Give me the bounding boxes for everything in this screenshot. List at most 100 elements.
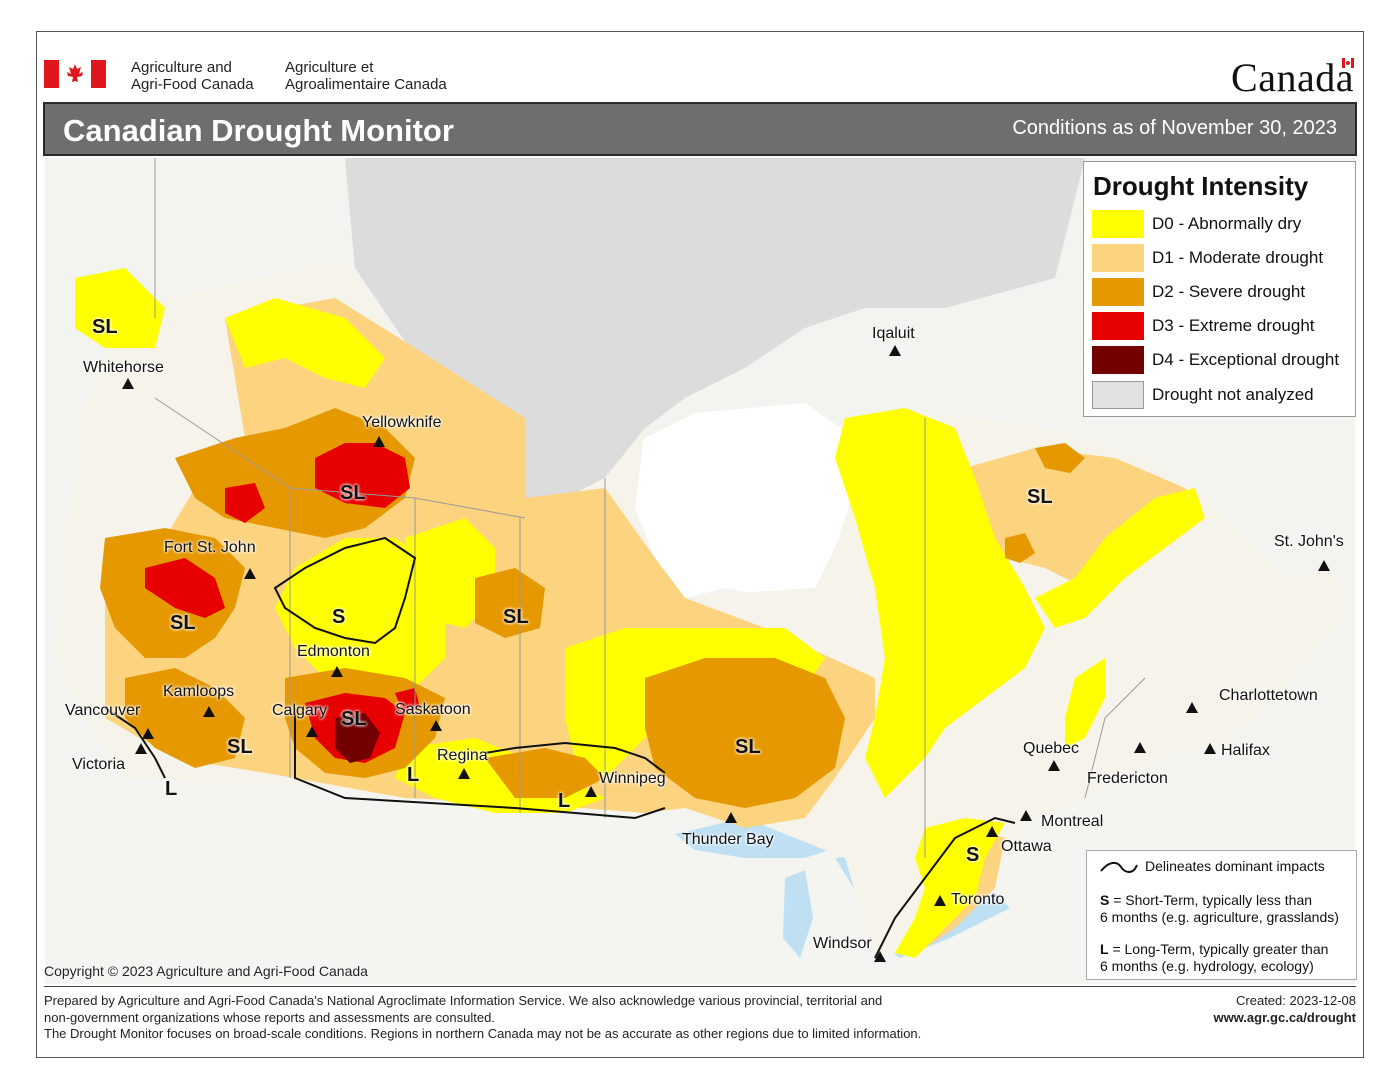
impact-label-bc: SL bbox=[170, 612, 196, 634]
drought-map: SL SL SL S SL SL SL L L L SL SL S Whiteh… bbox=[45, 158, 1355, 984]
city-marker-calgary bbox=[306, 726, 318, 737]
department-name-french: Agriculture et Agroalimentaire Canada bbox=[285, 59, 447, 93]
impacts-short-term: S = Short-Term, typically less than 6 mo… bbox=[1100, 892, 1339, 925]
city-marker-st-johns bbox=[1318, 560, 1330, 571]
legend-label-d0: D0 - Abnormally dry bbox=[1152, 214, 1302, 233]
d4-alberta bbox=[335, 713, 380, 763]
impacts-key: Delineates dominant impacts S = Short-Te… bbox=[1086, 850, 1357, 980]
map-graphic bbox=[45, 158, 1355, 984]
city-label-edmonton: Edmonton bbox=[297, 643, 370, 660]
impact-label-manitoba-l: L bbox=[558, 790, 571, 812]
website-link[interactable]: www.agr.gc.ca/drought bbox=[1213, 1009, 1356, 1025]
conditions-date: Conditions as of November 30, 2023 bbox=[1012, 117, 1337, 139]
city-marker-kamloops bbox=[203, 706, 215, 717]
city-label-windsor: Windsor bbox=[813, 935, 872, 952]
hudson-bay bbox=[625, 403, 855, 598]
city-label-toronto: Toronto bbox=[951, 891, 1005, 908]
city-marker-victoria bbox=[135, 743, 147, 754]
drought-intensity-legend: Drought Intensity D0 - Abnormally dry D1… bbox=[1083, 161, 1356, 417]
legend-item-d0: D0 - Abnormally dry bbox=[1092, 210, 1352, 238]
footer-divider bbox=[44, 986, 1356, 987]
legend-swatch-d3 bbox=[1092, 312, 1144, 340]
city-marker-vancouver bbox=[142, 728, 154, 739]
impact-label-alberta-north: S bbox=[332, 606, 346, 628]
city-label-quebec: Quebec bbox=[1023, 740, 1080, 757]
created-date: Created: 2023-12-08 bbox=[1236, 993, 1356, 1008]
city-label-iqaluit: Iqaluit bbox=[872, 325, 915, 342]
city-label-halifax: Halifax bbox=[1221, 742, 1270, 759]
d3-nwt-small bbox=[225, 483, 265, 523]
provincial-boundaries bbox=[154, 158, 1146, 858]
d0-ontario-south bbox=[895, 818, 1005, 958]
impact-label-labrador: SL bbox=[1027, 486, 1053, 508]
d2-manitoba-ontario bbox=[645, 658, 845, 808]
city-label-fredericton: Fredericton bbox=[1087, 770, 1168, 787]
city-label-kamloops: Kamloops bbox=[163, 683, 235, 700]
impact-label-ontario-south: S bbox=[966, 844, 980, 866]
d3-sask bbox=[395, 688, 420, 713]
impact-label-sask: SL bbox=[503, 606, 529, 628]
legend-label-d1: D1 - Moderate drought bbox=[1152, 248, 1324, 267]
city-label-whitehorse: Whitehorse bbox=[83, 359, 164, 376]
city-marker-montreal bbox=[1020, 810, 1032, 821]
legend-swatch-not-analyzed bbox=[1092, 381, 1144, 409]
department-name-english: Agriculture and Agri-Food Canada bbox=[131, 59, 254, 93]
city-marker-iqaluit bbox=[889, 345, 901, 356]
d0-gaspe bbox=[1065, 658, 1105, 748]
legend-item-d4: D4 - Exceptional drought bbox=[1092, 346, 1352, 374]
impact-label-prairies-l: L bbox=[407, 764, 420, 786]
legend-heading: Drought Intensity bbox=[1093, 171, 1309, 201]
legend-item-d3: D3 - Extreme drought bbox=[1092, 312, 1352, 340]
legend-swatch-d4 bbox=[1092, 346, 1144, 374]
city-marker-halifax bbox=[1204, 743, 1216, 754]
impact-label-nwt: SL bbox=[340, 482, 366, 504]
city-marker-regina bbox=[458, 768, 470, 779]
wordmark-flag-icon bbox=[1342, 58, 1354, 68]
impact-label-yukon: SL bbox=[92, 316, 118, 338]
canada-wordmark: Canada bbox=[1231, 55, 1354, 100]
d0-yukon bbox=[75, 268, 165, 348]
city-label-winnipeg: Winnipeg bbox=[599, 770, 666, 787]
city-marker-thunder-bay bbox=[725, 812, 737, 823]
city-label-montreal: Montreal bbox=[1041, 813, 1104, 830]
legend-swatch-d0 bbox=[1092, 210, 1144, 238]
impacts-delineates-text: Delineates dominant impacts bbox=[1145, 858, 1325, 874]
legend-label-d2: D2 - Severe drought bbox=[1152, 282, 1306, 301]
city-marker-saskatoon bbox=[430, 720, 442, 731]
d2-sask-south bbox=[485, 748, 605, 798]
city-marker-windsor bbox=[874, 951, 886, 962]
legend-label-not-analyzed: Drought not analyzed bbox=[1152, 385, 1314, 404]
legend-item-not-analyzed: Drought not analyzed bbox=[1092, 381, 1352, 409]
city-label-saskatoon: Saskatoon bbox=[395, 701, 471, 718]
city-marker-toronto bbox=[934, 895, 946, 906]
city-marker-ottawa bbox=[986, 826, 998, 837]
arctic-not-analyzed bbox=[345, 158, 1085, 518]
city-label-thunder-bay: Thunder Bay bbox=[682, 831, 774, 848]
city-marker-quebec bbox=[1048, 760, 1060, 771]
city-marker-whitehorse bbox=[122, 378, 134, 389]
legend-label-d4: D4 - Exceptional drought bbox=[1152, 350, 1340, 369]
d3-bc bbox=[145, 558, 225, 618]
impact-label-coast-l: L bbox=[165, 778, 178, 800]
city-marker-yellowknife bbox=[373, 436, 385, 447]
title-bar: Canadian Drought Monitor Conditions as o… bbox=[43, 102, 1357, 156]
city-marker-fort-st-john bbox=[244, 568, 256, 579]
city-marker-fredericton bbox=[1134, 742, 1146, 753]
city-marker-winnipeg bbox=[585, 786, 597, 797]
impact-label-ontario: SL bbox=[735, 736, 761, 758]
impact-label-alberta-south: SL bbox=[341, 708, 367, 730]
legend-item-d1: D1 - Moderate drought bbox=[1092, 244, 1352, 272]
d2-sask-mid bbox=[475, 568, 545, 638]
city-label-victoria: Victoria bbox=[72, 756, 126, 773]
city-label-fort-st-john: Fort St. John bbox=[164, 539, 256, 556]
legend-label-d3: D3 - Extreme drought bbox=[1152, 316, 1315, 335]
canada-flag-icon bbox=[44, 60, 106, 88]
copyright: Copyright © 2023 Agriculture and Agri-Fo… bbox=[44, 963, 368, 979]
united-states-land bbox=[45, 758, 1355, 984]
legend-swatch-d2 bbox=[1092, 278, 1144, 306]
city-label-yellowknife: Yellowknife bbox=[362, 414, 442, 431]
map-title: Canadian Drought Monitor bbox=[63, 113, 454, 148]
d2-labrador-north bbox=[1035, 443, 1085, 473]
footer-notes: Prepared by Agriculture and Agri-Food Ca… bbox=[44, 993, 922, 1041]
city-marker-edmonton bbox=[331, 666, 343, 677]
